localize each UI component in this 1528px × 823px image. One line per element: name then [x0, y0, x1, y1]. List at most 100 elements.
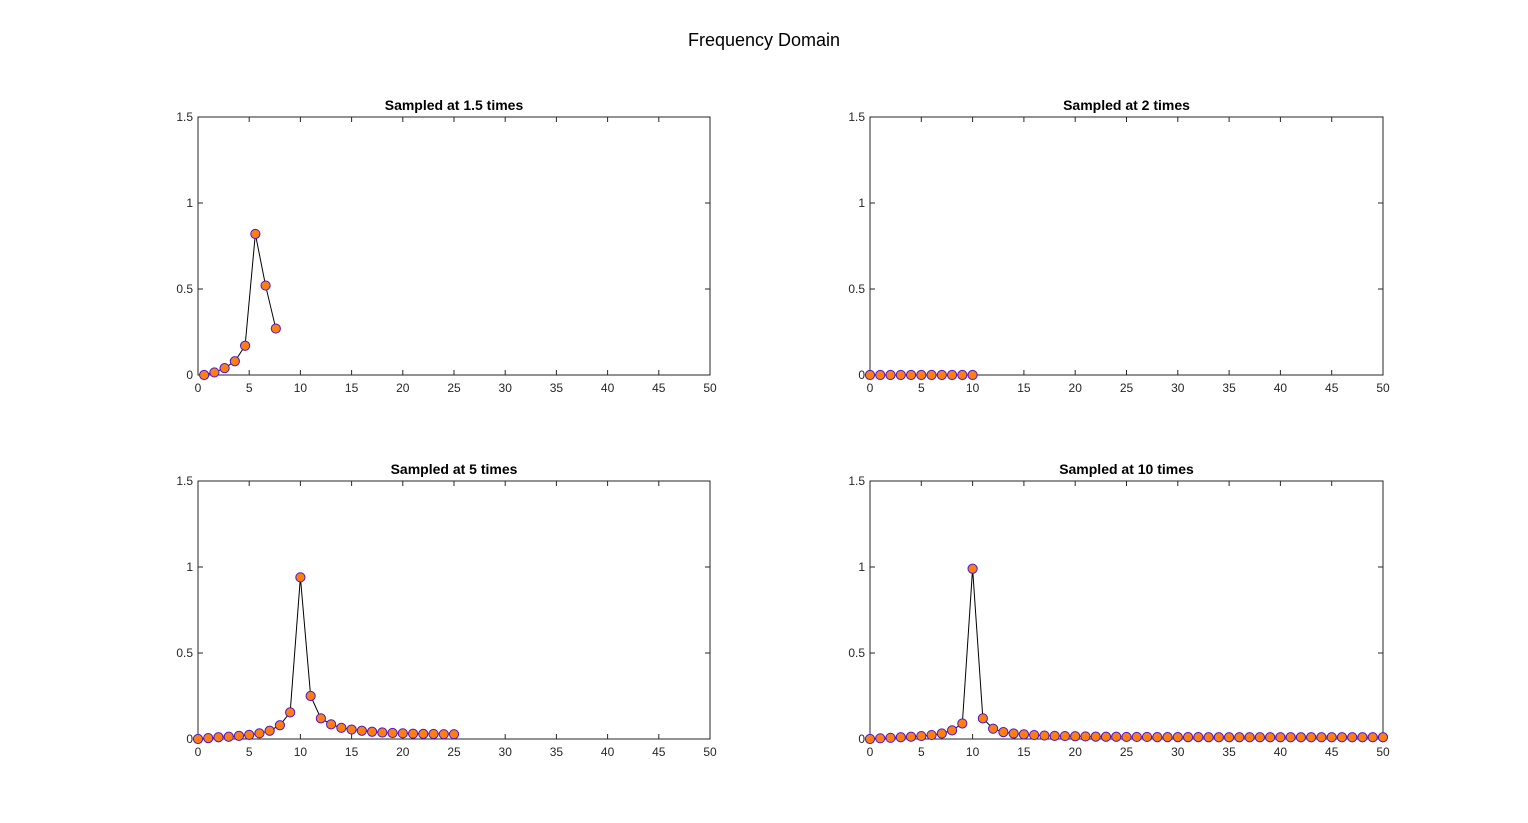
y-tick-label: 1	[858, 196, 865, 210]
data-point	[1121, 731, 1132, 743]
data-point	[418, 728, 429, 739]
x-tick-label: 20	[1069, 745, 1083, 759]
data-point	[864, 369, 876, 381]
data-point	[946, 369, 958, 381]
x-tick-label: 30	[499, 381, 513, 395]
data-point	[209, 367, 220, 378]
x-tick-label: 10	[966, 381, 980, 395]
y-tick-label: 1	[858, 560, 865, 574]
data-point	[1090, 731, 1101, 742]
data-point	[264, 725, 275, 736]
data-point	[1018, 729, 1030, 740]
data-point	[905, 369, 917, 381]
data-point	[1029, 729, 1040, 741]
x-tick-label: 45	[1325, 745, 1339, 759]
x-tick-label: 40	[601, 381, 615, 395]
axes-box	[869, 116, 1384, 376]
data-point	[1377, 732, 1389, 743]
y-tick-label: 0.5	[848, 282, 865, 296]
y-tick-label: 0.5	[176, 282, 193, 296]
x-tick-label: 0	[195, 745, 202, 759]
axes-box	[869, 480, 1384, 740]
data-point	[1080, 731, 1091, 742]
x-tick-label: 0	[867, 745, 874, 759]
x-tick-label: 40	[1274, 745, 1288, 759]
x-tick-label: 35	[1222, 381, 1236, 395]
data-point	[250, 228, 261, 240]
data-point	[1244, 732, 1255, 743]
x-tick-label: 15	[1017, 381, 1031, 395]
x-tick-label: 25	[1120, 745, 1134, 759]
data-point	[387, 727, 398, 739]
data-point	[1224, 732, 1235, 743]
x-tick-label: 45	[1325, 381, 1339, 395]
axes-box	[197, 116, 711, 376]
data-point	[875, 733, 886, 744]
data-point	[346, 724, 357, 735]
data-point	[1131, 731, 1142, 743]
data-point	[397, 728, 408, 739]
x-tick-label: 45	[652, 381, 666, 395]
data-point	[203, 733, 214, 744]
data-point	[1347, 732, 1358, 743]
data-point	[1275, 732, 1286, 743]
data-point	[1265, 732, 1276, 743]
data-point	[967, 369, 978, 381]
data-point	[885, 732, 896, 743]
data-point	[295, 572, 306, 583]
x-tick-label: 20	[1069, 381, 1083, 395]
x-tick-label: 15	[345, 745, 359, 759]
x-tick-label: 20	[396, 745, 410, 759]
x-tick-label: 35	[550, 381, 564, 395]
y-tick-label: 0	[858, 368, 865, 382]
data-point	[1162, 732, 1173, 743]
x-tick-label: 35	[550, 745, 564, 759]
data-point	[223, 731, 234, 742]
x-tick-label: 40	[1274, 381, 1288, 395]
data-point	[285, 707, 296, 718]
data-point	[1306, 732, 1317, 743]
y-tick-label: 1.5	[848, 474, 865, 488]
data-point	[315, 713, 326, 724]
data-point	[1367, 732, 1378, 743]
data-point	[895, 732, 906, 743]
data-point	[326, 719, 337, 730]
data-point	[254, 728, 265, 739]
subplot-title: Sampled at 5 times	[391, 461, 518, 477]
subplot-title: Sampled at 2 times	[1063, 97, 1190, 113]
data-point	[926, 729, 937, 741]
x-tick-label: 45	[652, 745, 666, 759]
data-point	[229, 356, 240, 367]
data-point	[885, 369, 896, 381]
data-point	[1357, 732, 1368, 743]
y-tick-label: 0.5	[848, 646, 865, 660]
x-tick-label: 25	[1120, 381, 1134, 395]
data-point	[998, 727, 1009, 738]
y-tick-label: 0	[858, 732, 865, 746]
x-tick-label: 50	[1376, 745, 1390, 759]
data-point	[274, 720, 286, 731]
y-tick-label: 1	[186, 196, 193, 210]
x-tick-label: 30	[1171, 381, 1185, 395]
data-point	[1141, 731, 1153, 743]
x-tick-label: 30	[499, 745, 513, 759]
x-tick-label: 15	[1017, 745, 1031, 759]
x-tick-label: 35	[1222, 745, 1236, 759]
data-point	[1193, 732, 1204, 743]
data-point	[428, 728, 439, 740]
data-point	[1049, 730, 1060, 742]
data-point	[366, 726, 378, 737]
data-point	[199, 369, 210, 381]
data-point	[977, 713, 988, 724]
data-point	[895, 369, 906, 381]
data-point	[988, 723, 999, 734]
x-tick-label: 0	[867, 381, 874, 395]
x-tick-label: 25	[447, 381, 461, 395]
data-point	[957, 369, 968, 381]
data-point	[916, 369, 927, 381]
data-point	[240, 340, 251, 351]
data-point	[1070, 731, 1081, 742]
data-point	[270, 323, 281, 334]
